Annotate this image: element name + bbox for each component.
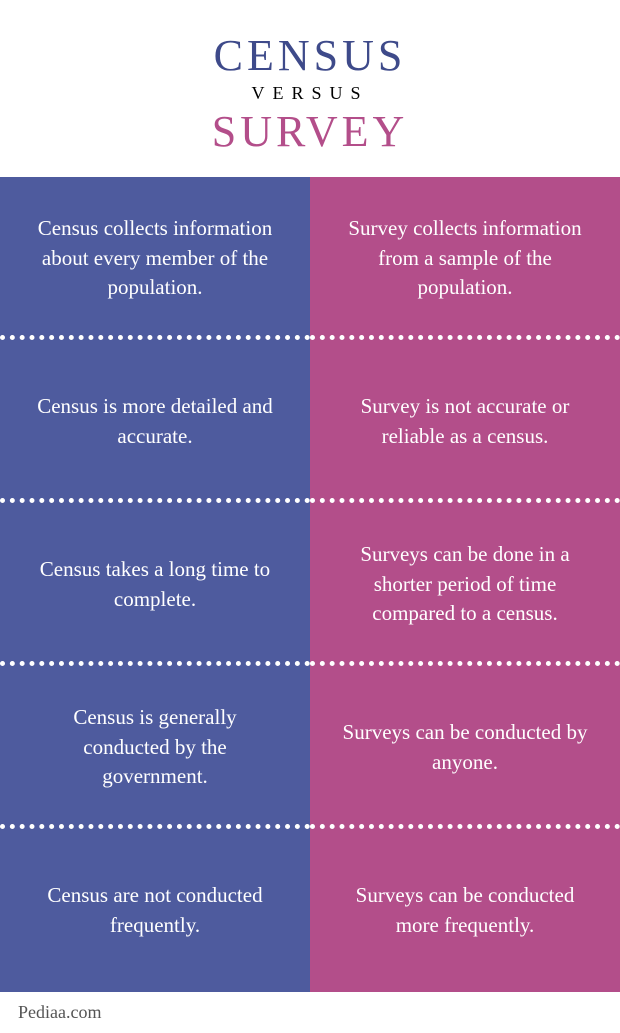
- survey-cell: Survey collects information from a sampl…: [310, 177, 620, 340]
- census-cell: Census collects information about every …: [0, 177, 310, 340]
- title-survey: SURVEY: [0, 106, 620, 157]
- census-cell: Census takes a long time to complete.: [0, 503, 310, 666]
- survey-cell: Survey is not accurate or reliable as a …: [310, 340, 620, 503]
- census-cell: Census is more detailed and accurate.: [0, 340, 310, 503]
- comparison-columns: Census collects information about every …: [0, 177, 620, 992]
- footer-source: Pediaa.com: [0, 992, 620, 1033]
- census-cell: Census is generally conducted by the gov…: [0, 666, 310, 829]
- survey-cell: Surveys can be conducted by anyone.: [310, 666, 620, 829]
- survey-cell: Surveys can be done in a shorter period …: [310, 503, 620, 666]
- survey-column: Survey collects information from a sampl…: [310, 177, 620, 992]
- census-cell: Census are not conducted frequently.: [0, 829, 310, 992]
- census-column: Census collects information about every …: [0, 177, 310, 992]
- survey-cell: Surveys can be conducted more frequently…: [310, 829, 620, 992]
- title-census: CENSUS: [0, 30, 620, 81]
- header: CENSUS VERSUS SURVEY: [0, 0, 620, 177]
- title-versus: VERSUS: [0, 83, 620, 104]
